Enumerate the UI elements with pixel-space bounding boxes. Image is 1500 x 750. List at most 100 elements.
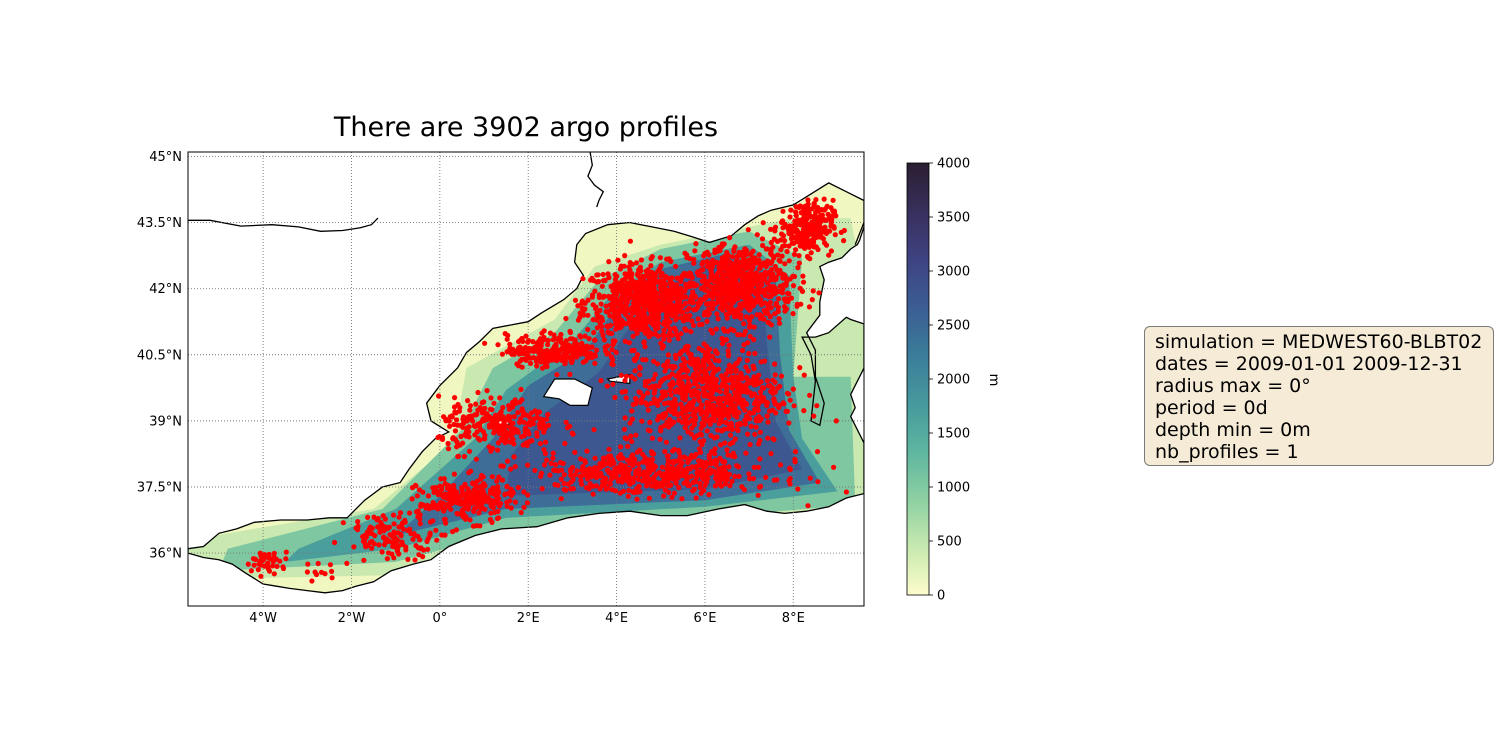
argo-profile-point (451, 483, 457, 489)
argo-profile-point (704, 411, 710, 417)
argo-profile-point (761, 316, 767, 322)
argo-profile-point (509, 351, 515, 357)
argo-profile-point (693, 495, 699, 501)
argo-profile-point (647, 319, 654, 325)
argo-profile-point (623, 373, 630, 379)
argo-profile-point (761, 260, 768, 266)
argo-profile-point (662, 298, 668, 305)
argo-profile-point (701, 274, 707, 280)
argo-profile-point (659, 394, 666, 400)
argo-profile-point (830, 208, 836, 214)
argo-profile-point (488, 503, 494, 509)
argo-profile-point (582, 333, 588, 339)
argo-profile-point (554, 336, 560, 342)
argo-profile-point (556, 349, 562, 355)
argo-profile-point (570, 476, 576, 483)
argo-profile-point (628, 373, 635, 380)
argo-profile-point (762, 292, 768, 298)
argo-profile-point (658, 283, 664, 289)
argo-profile-point (684, 403, 690, 409)
argo-profile-point (686, 350, 692, 356)
argo-profile-point (679, 405, 686, 411)
argo-profile-point (751, 288, 757, 294)
argo-profile-point (630, 489, 636, 495)
argo-profile-point (385, 550, 392, 556)
argo-profile-point (257, 550, 263, 556)
argo-profile-point (742, 292, 748, 298)
argo-profile-point (653, 326, 659, 332)
argo-profile-point (787, 465, 793, 471)
argo-profile-point (410, 536, 416, 542)
argo-profile-point (706, 252, 712, 258)
argo-profile-point (519, 347, 526, 353)
argo-profile-point (592, 455, 598, 461)
argo-profile-point (757, 437, 763, 443)
argo-profile-point (393, 541, 399, 547)
argo-profile-point (768, 226, 774, 232)
argo-profile-point (631, 475, 637, 481)
argo-profile-point (710, 274, 716, 280)
argo-profile-point (640, 309, 646, 315)
argo-profile-point (589, 354, 595, 361)
argo-profile-point (622, 415, 628, 421)
argo-profile-point (265, 560, 271, 566)
argo-profile-point (644, 325, 650, 331)
argo-profile-point (614, 281, 620, 287)
argo-profile-point (765, 319, 771, 325)
argo-profile-point (459, 485, 465, 491)
argo-profile-point (270, 556, 276, 562)
argo-profile-point (737, 266, 743, 272)
argo-profile-point (819, 212, 826, 218)
argo-profile-point (685, 343, 691, 349)
argo-profile-point (468, 500, 474, 506)
argo-profile-point (606, 446, 612, 452)
argo-profile-point (707, 283, 713, 289)
argo-profile-point (361, 538, 367, 544)
argo-profile-point (712, 446, 718, 452)
argo-profile-point (810, 288, 816, 294)
argo-profile-point (560, 344, 566, 350)
argo-profile-point (622, 253, 628, 259)
argo-profile-point (472, 505, 478, 511)
argo-profile-point (831, 225, 837, 231)
argo-profile-point (741, 321, 747, 327)
argo-profile-point (704, 258, 710, 265)
argo-profile-point (610, 357, 616, 363)
argo-profile-point (805, 503, 811, 509)
argo-profile-point (841, 238, 847, 244)
argo-profile-point (751, 324, 757, 330)
argo-profile-point (785, 296, 791, 302)
argo-profile-point (748, 423, 754, 429)
argo-profile-point (763, 307, 769, 313)
argo-profile-point (805, 232, 811, 238)
argo-profile-point (355, 527, 361, 533)
argo-profile-point (756, 252, 762, 258)
argo-profile-point (505, 433, 511, 439)
argo-profile-point (725, 265, 732, 271)
argo-profile-point (741, 287, 747, 293)
argo-profile-point (634, 496, 640, 502)
argo-profile-point (480, 474, 486, 480)
argo-profile-point (507, 341, 513, 347)
argo-profile-point (832, 232, 838, 238)
argo-profile-point (641, 315, 647, 321)
argo-profile-point (672, 400, 678, 406)
latitude-tick-label: 43.5°N (137, 216, 182, 231)
argo-profile-point (706, 468, 712, 474)
argo-profile-point (648, 263, 654, 269)
argo-profile-point (649, 278, 656, 284)
argo-profile-point (541, 328, 547, 334)
argo-profile-point (600, 455, 607, 461)
argo-profile-point (829, 216, 835, 222)
argo-profile-point (724, 407, 730, 413)
argo-profile-point (629, 416, 636, 422)
info-nb-profiles: nb_profiles = 1 (1155, 441, 1299, 463)
argo-profile-point (425, 493, 431, 499)
argo-profile-point (578, 456, 584, 462)
argo-profile-point (746, 265, 752, 271)
argo-profile-point (639, 418, 645, 424)
argo-profile-point (737, 283, 743, 289)
argo-profile-point (627, 260, 633, 266)
argo-profile-point (376, 525, 382, 531)
argo-profile-point (618, 372, 624, 378)
